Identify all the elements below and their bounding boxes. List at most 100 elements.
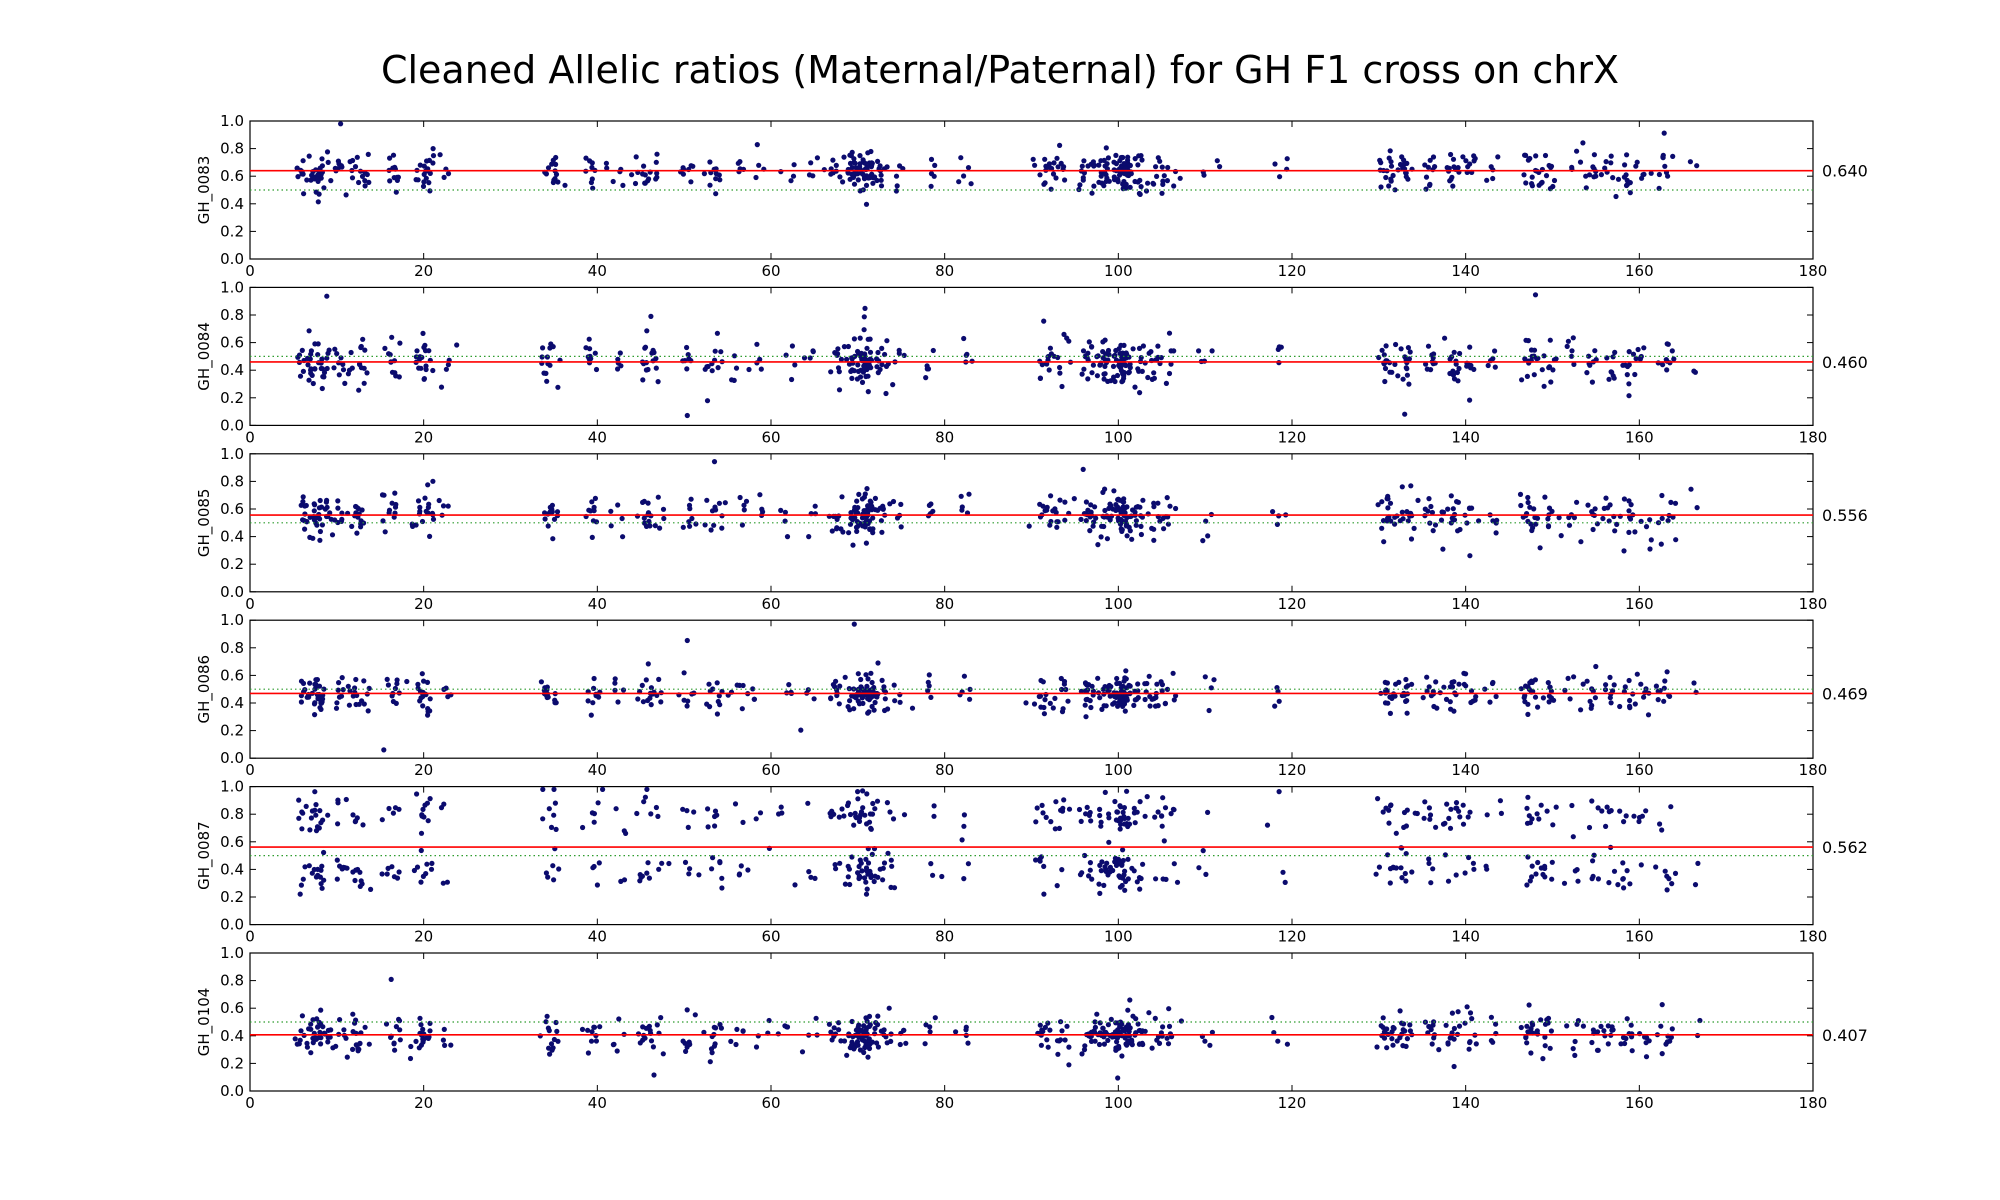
data-point [314,522,320,528]
data-point [306,1026,312,1032]
data-point [704,497,710,503]
data-point [1430,866,1436,872]
data-point [869,160,875,166]
x-tick-label: 60 [761,761,780,779]
data-point [1525,711,1531,718]
x-tick-label: 80 [935,262,954,280]
data-point [310,169,316,175]
data-point [1448,493,1454,499]
data-point [1113,817,1119,823]
data-point [1201,172,1207,178]
data-point [312,807,318,813]
data-point [1055,1051,1061,1057]
data-point [299,826,305,832]
data-point [851,822,857,828]
data-point [1056,825,1062,832]
data-point [1577,159,1584,165]
data-point [1615,882,1621,888]
data-point [965,1040,971,1046]
data-point [585,1050,592,1056]
data-point [1588,705,1594,711]
data-point [1378,184,1384,190]
panel-GH_0087: 0 20 40 60 80 100 120 140 160 1800.00.20.40.60.81… [195,778,1868,946]
data-point [1454,499,1460,505]
data-point [358,365,364,371]
data-point [861,176,868,182]
y-tick-label: 1.0 [220,778,244,796]
data-point [746,366,752,373]
data-point [1626,508,1632,514]
data-point [687,523,693,529]
data-point [1455,1009,1461,1015]
data-point [810,173,816,179]
data-point [754,142,760,148]
data-point [1426,860,1432,867]
data-point [961,823,967,829]
data-point [1632,529,1638,535]
data-point [1135,1021,1141,1027]
data-point [427,796,433,802]
data-point [1086,339,1092,345]
data-point [1429,509,1435,516]
y-tick-label: 0.6 [220,500,244,518]
data-point [1376,864,1382,870]
data-point [550,157,556,163]
data-point [1114,372,1121,379]
data-point [1059,383,1065,390]
data-point [1411,525,1417,532]
data-point [647,695,653,701]
data-point [1042,180,1048,186]
data-point [1377,157,1383,163]
data-point [1564,343,1570,349]
data-point [393,1024,399,1030]
data-point [1057,497,1063,503]
data-point [1122,821,1128,827]
data-point [1117,1019,1124,1025]
data-point [958,493,964,499]
data-point [588,712,594,718]
data-point [872,495,879,501]
data-point [1493,530,1499,536]
data-point [709,368,715,374]
data-point [1057,370,1063,376]
data-point [707,704,713,710]
data-point [1387,500,1394,506]
data-point [1529,874,1535,880]
data-point [805,800,811,806]
mean-value-label: 0.556 [1822,506,1868,525]
data-point [1608,153,1614,159]
x-tick-label: 140 [1451,262,1480,280]
data-point [364,171,370,178]
data-point [870,800,876,807]
y-tick-label: 0.0 [220,250,244,268]
data-point [353,818,359,824]
data-point [306,377,312,383]
data-point [545,523,551,529]
data-point [956,179,962,185]
data-point [413,354,419,360]
x-tick-label: 100 [1104,928,1133,946]
data-point [903,1040,909,1046]
data-point [1586,824,1593,831]
x-tick-label: 120 [1278,428,1307,446]
data-point [1580,681,1586,687]
data-point [317,528,323,535]
panel-GH_0104: 0 20 40 60 80 100 120 140 160 1800.00.20.40.60.81… [195,944,1868,1112]
data-point [844,356,850,362]
data-point [1648,537,1654,543]
data-point [1151,537,1157,543]
data-point [1628,1022,1634,1028]
data-point [889,863,895,869]
data-point [1403,676,1409,683]
data-point [418,830,425,836]
data-point [830,682,837,688]
data-point [855,177,861,183]
data-point [1669,881,1675,887]
data-point [1155,155,1161,161]
data-point [336,694,343,700]
data-point [1532,677,1538,683]
data-point [1131,868,1137,874]
x-tick-label: 40 [588,1094,607,1112]
data-point [1447,370,1453,377]
data-point [863,518,869,525]
